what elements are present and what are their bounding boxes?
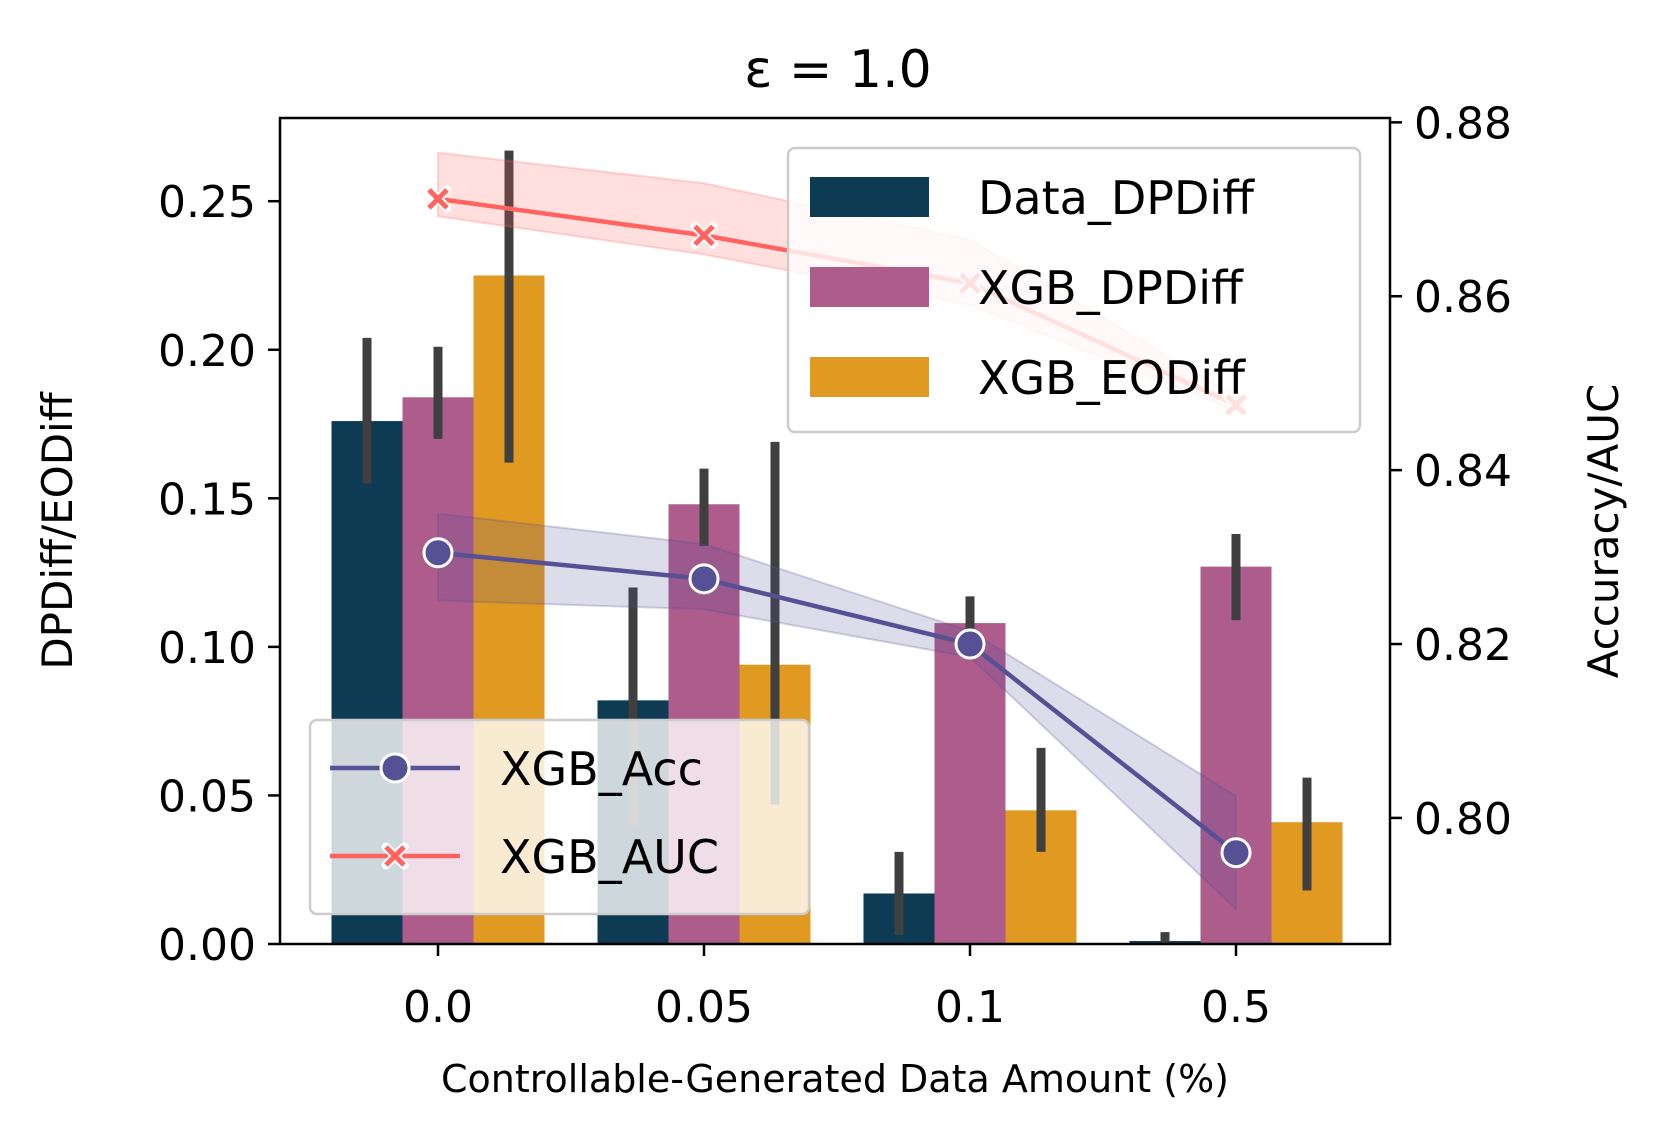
y-tick-label: 0.10: [158, 623, 256, 674]
y-tick-label: 0.00: [158, 920, 256, 971]
confidence-band: [437, 512, 1237, 912]
y-axis-label-left: DPDiff/EODiff: [33, 391, 82, 669]
x-tick-label: 0.0: [403, 982, 473, 1033]
y-tick-label: 0.25: [158, 177, 256, 228]
y-tick-label-right: 0.82: [1414, 620, 1512, 671]
legend-label: XGB_EODiff: [978, 351, 1246, 405]
right-axis: 0.80 0.82 0.84 0.86 0.88: [1390, 98, 1512, 845]
line-point: [954, 628, 986, 660]
y-tick-label-right: 0.84: [1414, 446, 1512, 497]
left-axis: 0.00 0.05 0.10 0.15 0.20 0.25: [158, 177, 280, 971]
legend-label: XGB_AUC: [500, 830, 719, 884]
y-tick-label-right: 0.80: [1414, 794, 1512, 845]
legend-marker: [379, 752, 411, 784]
plot-frame: [278, 116, 1392, 946]
legend-swatch: [810, 177, 929, 217]
series-line: [437, 550, 1238, 855]
legend-label: XGB_DPDiff: [978, 261, 1244, 315]
y-axis-label-right: Accuracy/AUC: [1579, 384, 1628, 679]
legend-lines: XGB_Acc XGB_AUC: [308, 718, 811, 916]
x-axis-label: Controllable-Generated Data Amount (%): [441, 1057, 1229, 1101]
line-point: [427, 188, 449, 210]
x-tick-label: 0.05: [655, 982, 753, 1033]
line-point: [693, 224, 715, 247]
y-tick-label-right: 0.86: [1414, 272, 1512, 323]
y-tick-label: 0.05: [158, 771, 256, 822]
chart-title: ε = 1.0: [744, 40, 931, 100]
x-axis: 0.0 0.05 0.1 0.5: [403, 944, 1271, 1033]
legend-swatch: [810, 357, 929, 397]
legend-marker: [384, 845, 406, 867]
y-tick-label: 0.20: [158, 326, 256, 377]
legend-frame: [786, 146, 1362, 434]
legend-label: Data_DPDiff: [978, 171, 1255, 225]
x-tick-label: 0.1: [935, 982, 1005, 1033]
bar: [934, 623, 1006, 944]
y-tick-label: 0.15: [158, 474, 256, 525]
error-bar-group: [362, 150, 1312, 944]
x-tick-label: 0.5: [1201, 982, 1271, 1033]
bar: [1200, 566, 1272, 944]
legend-swatch: [810, 267, 929, 307]
line-point: [422, 537, 454, 569]
line-point: [1220, 837, 1252, 869]
legend-label: XGB_Acc: [500, 742, 703, 796]
line-point: [688, 563, 720, 595]
y-tick-label-right: 0.88: [1414, 98, 1512, 149]
legend-bars: Data_DPDiff XGB_DPDiff XGB_EODiff: [786, 146, 1362, 434]
